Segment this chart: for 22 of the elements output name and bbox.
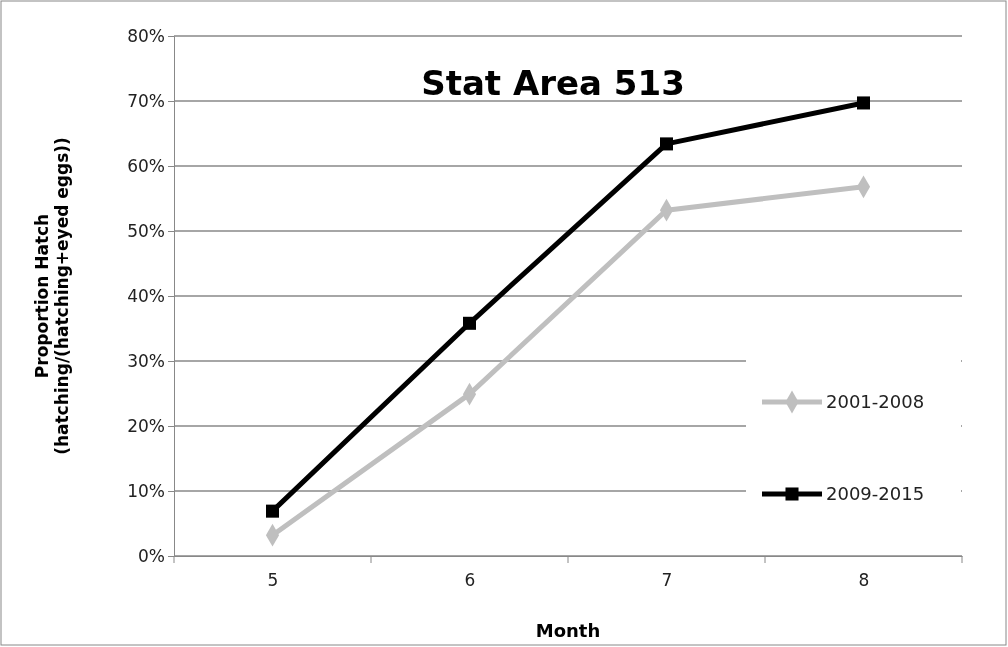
text: Stat Area 513 [421, 63, 685, 103]
y-tick-label: 50% [127, 220, 165, 241]
x-tick-label: 5 [267, 570, 279, 591]
x-axis-title: Month [535, 620, 601, 641]
y-tick-label: 70% [127, 90, 165, 111]
y-tick-label: 30% [127, 350, 165, 371]
point [462, 316, 477, 330]
y-tick-label: 20% [127, 415, 165, 436]
y-axis-title: Proportion Hatch (hatching/(hatching+eyed eggs)) [32, 137, 73, 455]
point [856, 96, 871, 110]
point [265, 504, 280, 518]
y-tick-label: 10% [127, 480, 165, 501]
point [659, 137, 674, 151]
legend-label: 2001-2008 [826, 391, 925, 412]
x-tick-label: 8 [858, 570, 870, 591]
x-tick-label: 7 [661, 570, 673, 591]
y-tick-label: 0% [138, 545, 165, 566]
x-tick-label: 6 [464, 570, 476, 591]
y-tick-label: 80% [127, 25, 165, 46]
legend-label: 2009-2015 [826, 483, 925, 504]
y-tick-label: 60% [127, 155, 165, 176]
y-tick-label: 40% [127, 285, 165, 306]
